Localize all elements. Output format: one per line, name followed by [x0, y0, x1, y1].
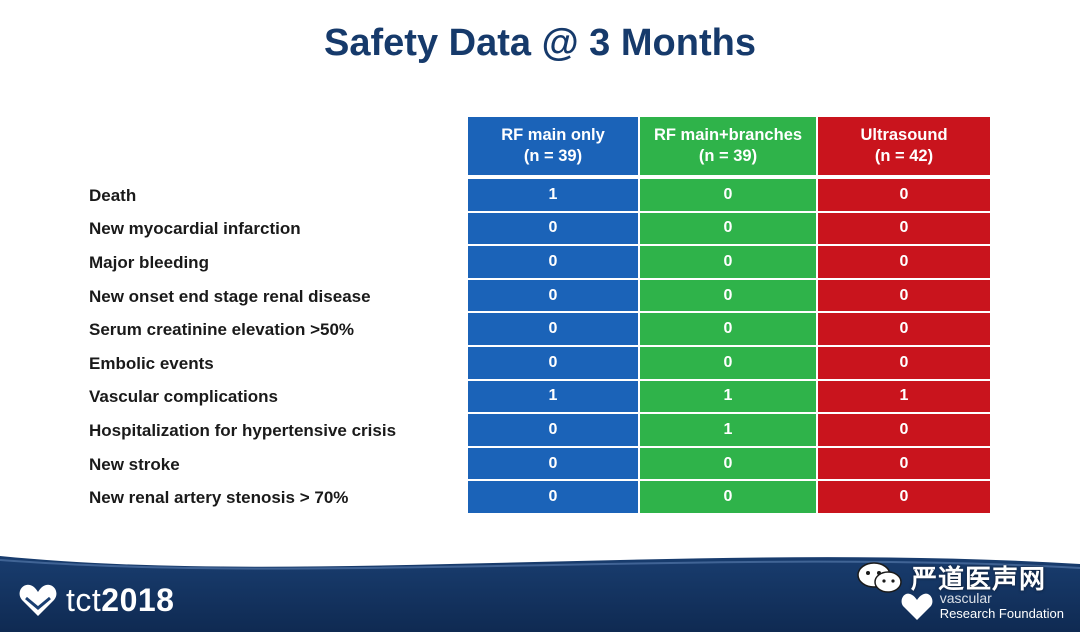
- cell-rf-main-only: 1: [468, 179, 640, 213]
- header-blank: [86, 117, 468, 175]
- watermark-text: 严道医声网: [910, 565, 1046, 595]
- table-body: Death 1 0 0 New myocardial infarction 0 …: [86, 179, 990, 515]
- row-label: Embolic events: [89, 353, 214, 373]
- column-header-rf-main-only: RF main only (n = 39): [468, 117, 640, 175]
- cell-rf-main-only: 0: [468, 346, 640, 381]
- crf-brand: vascular Research Foundation: [900, 588, 1064, 622]
- table-row: Death 1 0 0: [86, 179, 990, 213]
- crf-line1: vascular: [939, 590, 992, 606]
- cell-rf-main-only: 0: [468, 414, 640, 448]
- brand-wordmark: tct2018: [66, 582, 174, 619]
- table-row: Hospitalization for hypertensive crisis …: [86, 414, 990, 448]
- cell-ultrasound: 0: [818, 447, 990, 482]
- cell-rf-main-only: 0: [468, 481, 640, 515]
- column-header-count: (n = 39): [523, 147, 583, 165]
- cell-ultrasound: 0: [818, 179, 990, 213]
- cell-rf-main-branches: 0: [640, 179, 818, 213]
- table-row: Embolic events 0 0 0: [86, 346, 990, 381]
- column-header-label: RF main+branches: [653, 126, 803, 144]
- crf-line2: Research Foundation: [939, 606, 1064, 621]
- cell-rf-main-branches: 1: [640, 380, 818, 415]
- row-label: Vascular complications: [89, 387, 278, 407]
- table-row: New myocardial infarction 0 0 0: [86, 212, 990, 247]
- cell-rf-main-branches: 0: [640, 212, 818, 247]
- cell-ultrasound: 0: [818, 212, 990, 247]
- cell-rf-main-only: 0: [468, 447, 640, 482]
- cell-rf-main-branches: 0: [640, 481, 818, 515]
- page-title: Safety Data @ 3 Months: [324, 22, 756, 64]
- row-label: Serum creatinine elevation >50%: [89, 320, 355, 340]
- cell-rf-main-only: 0: [468, 313, 640, 347]
- row-label: New onset end stage renal disease: [89, 286, 371, 306]
- row-label: New myocardial infarction: [89, 219, 301, 239]
- column-header-count: (n = 42): [874, 147, 934, 165]
- cell-rf-main-branches: 1: [640, 414, 818, 448]
- wechat-icon: [857, 561, 902, 593]
- safety-table: RF main only (n = 39) RF main+branches (…: [86, 117, 990, 515]
- brand-tct: tct: [66, 581, 102, 618]
- crf-text: vascular Research Foundation: [940, 590, 1064, 622]
- cell-ultrasound: 0: [818, 346, 990, 381]
- slide-footer: tct2018 vascular Research Foundation 严道医…: [0, 546, 1080, 632]
- cell-ultrasound: 0: [818, 414, 990, 448]
- row-label: Death: [89, 185, 137, 205]
- cell-rf-main-branches: 0: [640, 246, 818, 280]
- cell-rf-main-branches: 0: [640, 313, 818, 347]
- row-label: New stroke: [89, 454, 180, 474]
- table-row: New stroke 0 0 0: [86, 447, 990, 482]
- watermark: 严道医声网: [857, 559, 1046, 596]
- cell-rf-main-only: 0: [468, 212, 640, 247]
- row-label: Major bleeding: [89, 252, 209, 272]
- cell-ultrasound: 0: [818, 246, 990, 280]
- crf-logo-icon: [901, 593, 933, 620]
- cell-ultrasound: 1: [818, 380, 990, 415]
- table-row: New renal artery stenosis > 70% 0 0 0: [86, 481, 990, 515]
- cell-rf-main-branches: 0: [640, 279, 818, 314]
- column-header-label: Ultrasound: [860, 126, 948, 144]
- table-row: Serum creatinine elevation >50% 0 0 0: [86, 313, 990, 347]
- cell-ultrasound: 0: [818, 481, 990, 515]
- column-header-ultrasound: Ultrasound (n = 42): [818, 117, 990, 175]
- cell-rf-main-only: 1: [468, 380, 640, 415]
- cell-rf-main-branches: 0: [640, 346, 818, 381]
- footer-wave-decoration: [0, 546, 1080, 570]
- row-label: New renal artery stenosis > 70%: [89, 488, 349, 508]
- table-row: New onset end stage renal disease 0 0 0: [86, 279, 990, 314]
- cell-rf-main-only: 0: [468, 246, 640, 280]
- brand-year: 2018: [101, 581, 175, 618]
- table-row: Major bleeding 0 0 0: [86, 246, 990, 280]
- cell-rf-main-branches: 0: [640, 447, 818, 482]
- cell-ultrasound: 0: [818, 313, 990, 347]
- column-header-count: (n = 39): [698, 147, 758, 165]
- cell-ultrasound: 0: [818, 279, 990, 314]
- heart-logo-icon: [19, 584, 57, 616]
- table-row: Vascular complications 1 1 1: [86, 380, 990, 415]
- tct-brand: tct2018: [18, 580, 174, 620]
- cell-rf-main-only: 0: [468, 279, 640, 314]
- column-header-rf-main-branches: RF main+branches (n = 39): [640, 117, 818, 175]
- table-header-row: RF main only (n = 39) RF main+branches (…: [86, 117, 990, 175]
- column-header-label: RF main only: [501, 126, 605, 144]
- row-label: Hospitalization for hypertensive crisis: [89, 420, 397, 440]
